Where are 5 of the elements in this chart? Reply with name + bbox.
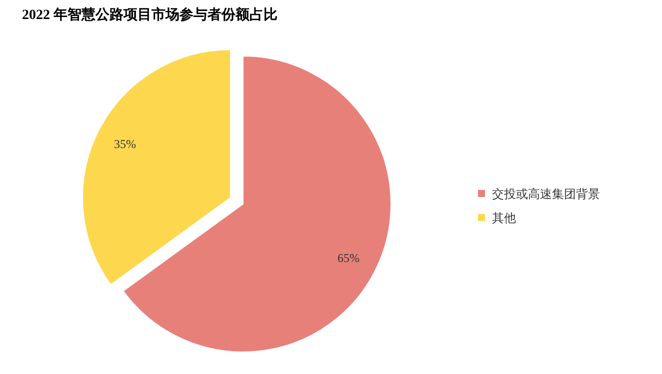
data-label: 35%: [114, 136, 136, 151]
data-label: 65%: [337, 250, 360, 265]
legend-label: 交投或高速集团背景: [492, 187, 600, 201]
legend-label: 其他: [492, 211, 516, 225]
chart-title: 2022 年智慧公路项目市场参与者份额占比: [22, 6, 278, 23]
